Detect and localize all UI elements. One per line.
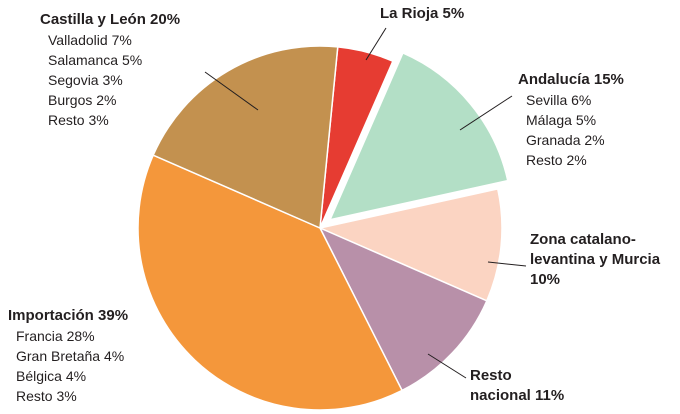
breakdown-value: 5% (121, 52, 143, 68)
breakdown-value: 5% (575, 112, 597, 128)
breakdown-value: 4% (65, 368, 87, 384)
breakdown-name: Granada (526, 132, 581, 148)
breakdown-name: Francia (16, 328, 63, 344)
leader-line (365, 27, 387, 61)
breakdown-value: 28% (66, 328, 95, 344)
slice-title: Castilla y León 20% (40, 10, 180, 30)
pie-slice (152, 45, 339, 230)
value-label: 15% (593, 71, 624, 88)
slice-title: La Rioja 5% (380, 4, 464, 24)
slice-label: Zona catalano-levantina y Murcia 10% (530, 230, 670, 290)
breakdown-name: Segovia (48, 72, 99, 88)
breakdown-item: Valladolid 7% (40, 30, 180, 50)
breakdown-name: Málaga (526, 112, 572, 128)
breakdown-item: Sevilla 6% (518, 90, 624, 110)
breakdown-name: Salamanca (48, 52, 119, 68)
breakdown-item: Gran Bretaña 4% (8, 346, 128, 366)
breakdown-name: Resto (16, 388, 53, 404)
slice-title: Resto nacional 11% (470, 366, 570, 406)
pie-slice (318, 226, 488, 392)
leader-line (204, 71, 259, 111)
breakdown-name: Bélgica (16, 368, 62, 384)
breakdown-value: 3% (102, 72, 123, 88)
pie-slice (328, 51, 509, 221)
breakdown-item: Málaga 5% (518, 110, 624, 130)
category-name: La Rioja (380, 5, 439, 22)
breakdown-name: Sevilla (526, 92, 568, 108)
value-label: 39% (98, 307, 129, 324)
breakdown-value: 2% (96, 92, 117, 108)
breakdown-value: 2% (584, 132, 605, 148)
breakdown-item: Resto 3% (40, 110, 180, 130)
slice-label: La Rioja 5% (380, 4, 464, 24)
breakdown-value: 3% (56, 388, 77, 404)
breakdown-name: Valladolid (48, 32, 108, 48)
slice-label: Resto nacional 11% (470, 366, 570, 406)
breakdown-item: Bélgica 4% (8, 366, 128, 386)
breakdown-item: Salamanca 5% (40, 50, 180, 70)
value-label: 20% (150, 11, 181, 28)
slice-title: Andalucía 15% (518, 70, 624, 90)
breakdown-value: 4% (103, 348, 125, 364)
breakdown-name: Resto (526, 152, 563, 168)
breakdown-item: Burgos 2% (40, 90, 180, 110)
slice-title: Zona catalano-levantina y Murcia 10% (530, 230, 670, 290)
breakdown-value: 3% (88, 112, 109, 128)
pie-slice (137, 154, 404, 411)
breakdown-item: Segovia 3% (40, 70, 180, 90)
breakdown-name: Burgos (48, 92, 93, 108)
breakdown-item: Resto 2% (518, 150, 624, 170)
slice-title: Importación 39% (8, 306, 128, 326)
category-name: Andalucía (518, 71, 590, 88)
breakdown-item: Resto 3% (8, 386, 128, 406)
breakdown-item: Francia 28% (8, 326, 128, 346)
leader-line (459, 95, 513, 131)
value-label: 10% (530, 271, 561, 288)
breakdown-name: Gran Bretaña (16, 348, 101, 364)
category-name: Castilla y León (40, 11, 146, 28)
leader-line (427, 353, 467, 379)
category-name: Importación (8, 307, 94, 324)
value-label: 11% (535, 387, 565, 404)
slice-label: Importación 39% Francia 28% Gran Bretaña 4… (8, 306, 128, 406)
breakdown-item: Granada 2% (518, 130, 624, 150)
category-name: Zona catalano-levantina y Murcia (530, 231, 661, 268)
breakdown-value: 2% (566, 152, 587, 168)
slice-label: Andalucía 15% Sevilla 6% Málaga 5% Granada … (518, 70, 624, 170)
breakdown-value: 7% (111, 32, 132, 48)
leader-line (487, 261, 527, 267)
slice-label: Castilla y León 20% Valladolid 7% Salamanc… (40, 10, 180, 130)
pie-slice (317, 188, 503, 302)
breakdown-name: Resto (48, 112, 85, 128)
category-name: Resto nacional (470, 367, 531, 404)
value-label: 5% (442, 5, 465, 22)
breakdown-value: 6% (571, 92, 592, 108)
